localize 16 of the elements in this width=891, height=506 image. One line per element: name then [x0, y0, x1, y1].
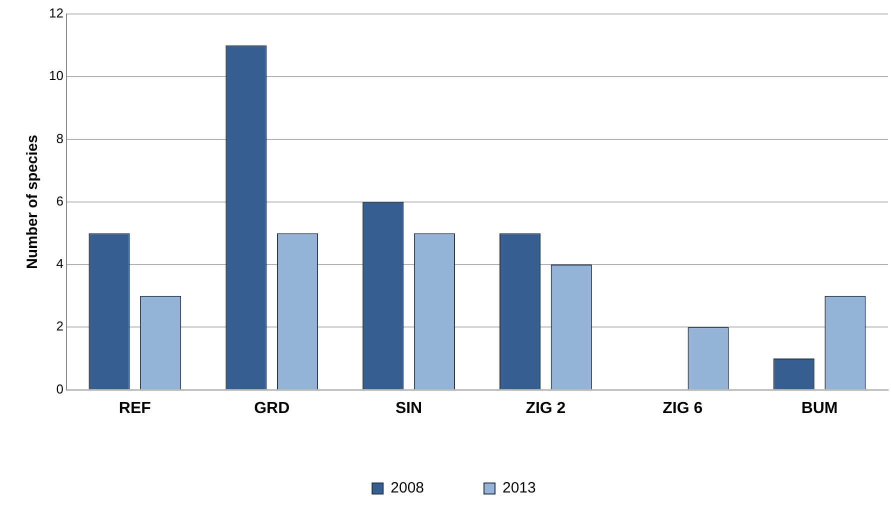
- x-tick-label: GRD: [254, 400, 290, 417]
- x-tick-label: ZIG 6: [662, 400, 703, 417]
- y-tick-label: 4: [56, 256, 64, 272]
- y-tick-label: 0: [56, 381, 64, 396]
- y-tick-label: 10: [48, 68, 64, 84]
- y-tick-label: 12: [48, 6, 64, 21]
- x-tick-label: SIN: [395, 400, 422, 417]
- legend-label: 2008: [390, 480, 424, 497]
- y-tick-label: 8: [56, 130, 64, 146]
- legend-label: 2013: [502, 480, 536, 497]
- x-tick-label: BUM: [801, 400, 838, 417]
- y-tick-label: 6: [56, 193, 64, 208]
- x-tick-label: ZIG 2: [526, 400, 566, 417]
- y-tick-label: 2: [56, 318, 64, 334]
- y-axis-title: Number of species: [24, 134, 42, 270]
- x-tick-label: REF: [118, 400, 152, 417]
